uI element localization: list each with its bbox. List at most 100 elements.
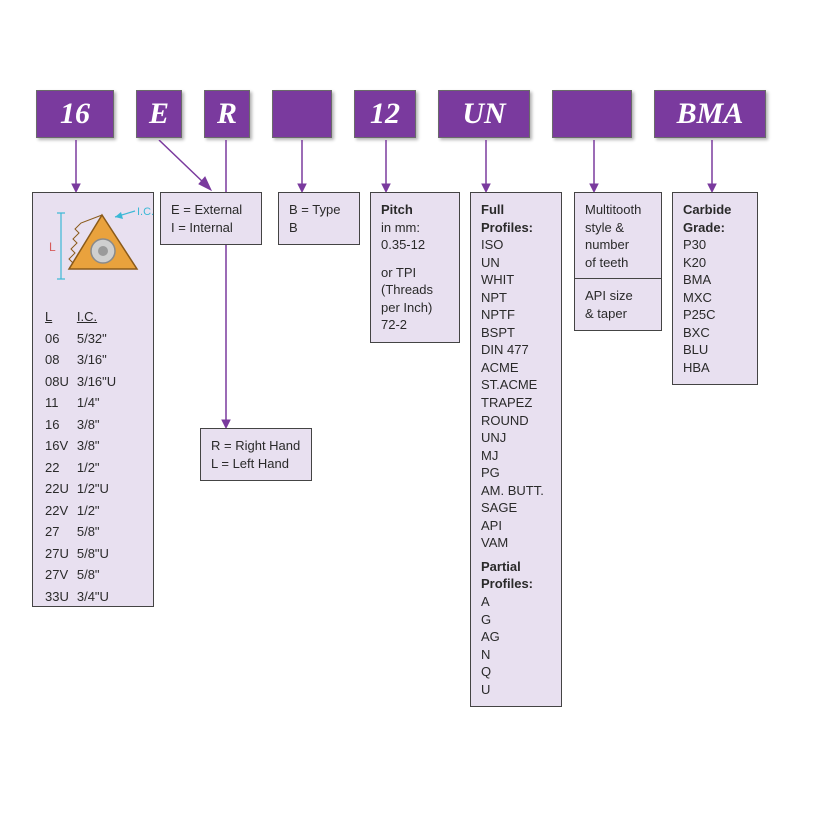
header-label: 16 [60,97,90,131]
line: 72-2 [381,316,449,334]
line: in mm: [381,219,449,237]
diagram-canvas: 16 E R 12 UN BMA [0,0,837,837]
profile-item: AG [481,628,551,646]
profile-item: U [481,681,551,699]
cell: 3/16" [77,350,122,370]
col-L: L [45,307,75,327]
grade-item: HBA [683,359,747,377]
dim-IC-label: I.C. [137,206,154,218]
cell: 1/4" [77,393,122,413]
cell: 33U [45,587,75,607]
line: B = Type B [289,201,349,236]
typeb-box: B = Type B [278,192,360,245]
grade-box: Carbide Grade: P30 K20 BMA MXC P25C BXC … [672,192,758,385]
header-label: R [217,97,237,131]
cell: 22 [45,458,75,478]
profile-item: A [481,593,551,611]
size-table: L I.C. 065/32" 083/16" 08U3/16"U 111/4" … [43,305,124,608]
cell: 3/4"U [77,587,122,607]
profile-item: ST.ACME [481,376,551,394]
cell: 22U [45,479,75,499]
grade-item: P25C [683,306,747,324]
cell: 1/2"U [77,479,122,499]
partial-profiles-title: Partial Profiles: [481,558,551,593]
grade-item: BLU [683,341,747,359]
header-grade: BMA [654,90,766,138]
line: of teeth [585,254,651,272]
line: E = External [171,201,251,219]
arrow-pitch [380,140,392,192]
arrow-size [70,140,82,192]
profile-item: G [481,611,551,629]
arrow-multi [588,140,600,192]
cell: 5/32" [77,329,122,349]
cell: 1/2" [77,458,122,478]
line: Multitooth [585,201,651,219]
ext-box: E = External I = Internal [160,192,262,245]
cell: 5/8" [77,565,122,585]
header-size: 16 [36,90,114,138]
pitch-box: Pitch in mm: 0.35-12 or TPI (Threads per… [370,192,460,343]
line: per Inch) [381,299,449,317]
profile-item: API [481,517,551,535]
profile-item: ACME [481,359,551,377]
header-pitch: 12 [354,90,416,138]
cell: 27V [45,565,75,585]
multi-box-1: Multitooth style & number of teeth [574,192,662,280]
arrow-typeb [296,140,308,192]
profile-item: BSPT [481,324,551,342]
cell: 11 [45,393,75,413]
arrow-ext [155,140,215,192]
line: style & [585,219,651,237]
col-IC: I.C. [77,307,122,327]
grade-item: P30 [683,236,747,254]
profile-item: WHIT [481,271,551,289]
multi-box-2: API size & taper [574,278,662,331]
profile-box: Full Profiles: ISO UN WHIT NPT NPTF BSPT… [470,192,562,707]
line: number [585,236,651,254]
grade-item: MXC [683,289,747,307]
line: & taper [585,305,651,323]
cell: 08 [45,350,75,370]
header-typeb [272,90,332,138]
profile-item: MJ [481,447,551,465]
profile-item: TRAPEZ [481,394,551,412]
profile-item: NPT [481,289,551,307]
cell: 27 [45,522,75,542]
grade-item: BMA [683,271,747,289]
arrow-hand [220,140,232,428]
profile-item: N [481,646,551,664]
cell: 16 [45,415,75,435]
profile-item: ISO [481,236,551,254]
cell: 3/16"U [77,372,122,392]
cell: 27U [45,544,75,564]
profile-item: NPTF [481,306,551,324]
size-box: L I.C. L I.C. 065/32" 083/16" 08U3/16"U … [32,192,154,607]
dim-L-label: L [49,240,56,254]
header-label: 12 [370,97,400,131]
cell: 5/8"U [77,544,122,564]
line: 0.35-12 [381,236,449,254]
header-label: E [149,97,169,131]
insert-diagram: L I.C. [47,205,157,295]
line: (Threads [381,281,449,299]
line: I = Internal [171,219,251,237]
hand-box: R = Right Hand L = Left Hand [200,428,312,481]
profile-item: AM. BUTT. [481,482,551,500]
line: API size [585,287,651,305]
cell: 3/8" [77,436,122,456]
profile-item: ROUND [481,412,551,430]
profile-item: Q [481,663,551,681]
profile-item: DIN 477 [481,341,551,359]
line: L = Left Hand [211,455,301,473]
profile-item: UN [481,254,551,272]
profile-item: SAGE [481,499,551,517]
cell: 5/8" [77,522,122,542]
cell: 22V [45,501,75,521]
header-profile: UN [438,90,530,138]
full-profiles-title: Full Profiles: [481,201,551,236]
profile-item: VAM [481,534,551,552]
cell: 08U [45,372,75,392]
profile-item: PG [481,464,551,482]
cell: 1/2" [77,501,122,521]
